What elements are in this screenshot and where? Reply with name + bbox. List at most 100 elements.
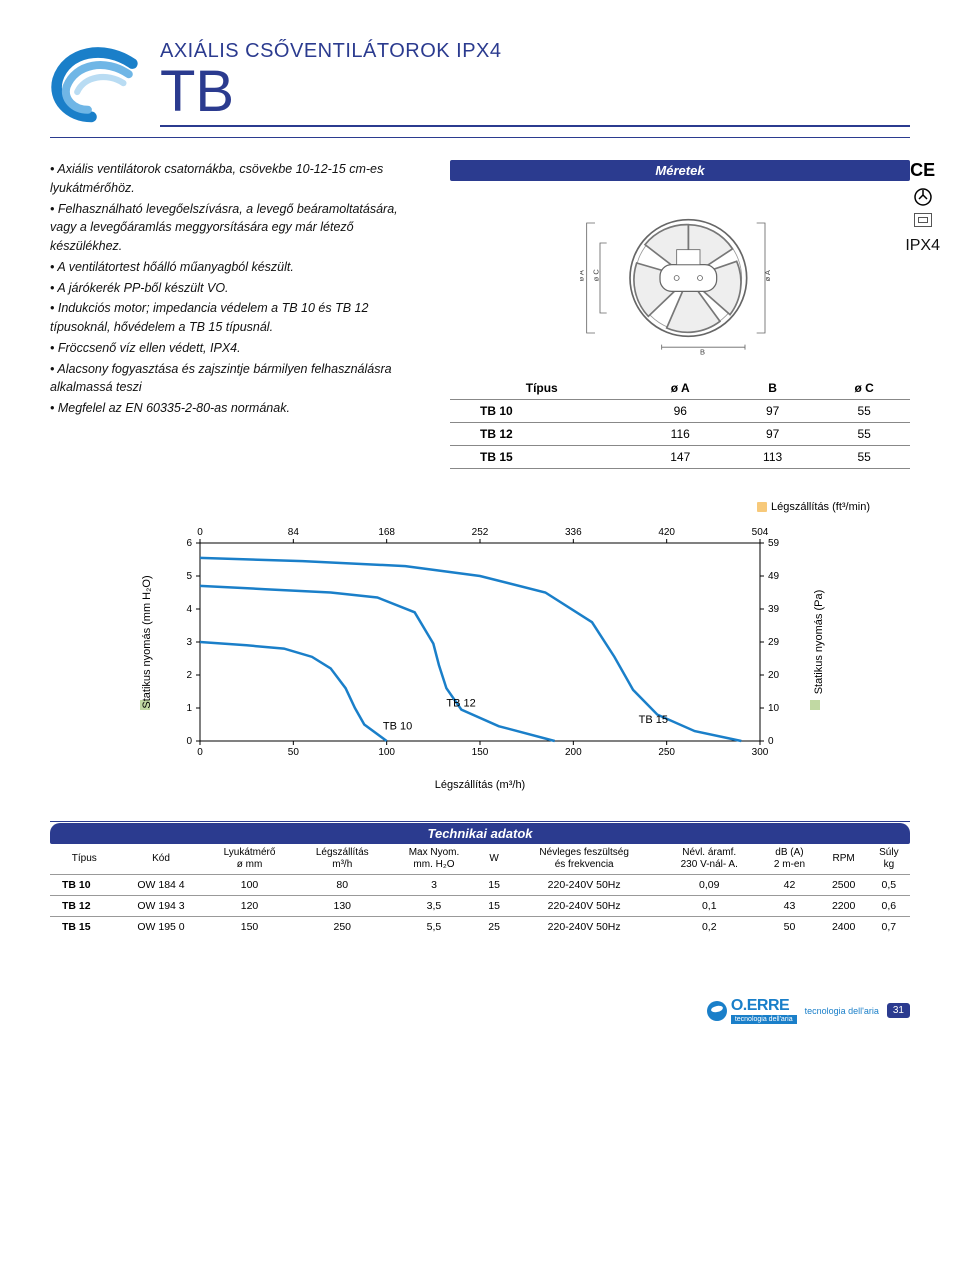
dim-oc-label: ø C [591,269,600,282]
svg-text:168: 168 [378,527,395,538]
svg-text:5: 5 [186,571,192,582]
tech-table-cell: 120 [204,896,296,917]
chart-top-axis-label: Légszállítás (ft³/min) [771,501,870,513]
svg-text:100: 100 [378,747,395,758]
footer-tagline: tecnologia dell'aria [805,1006,879,1016]
chart-series-label: TB 12 [446,697,475,709]
tech-table-cell: 5,5 [389,917,479,938]
page-subtitle: AXIÁLIS CSŐVENTILÁTOROK IPX4 [160,40,910,63]
technical-data-header: Technikai adatok [50,823,910,844]
tech-table-cell: 3,5 [389,896,479,917]
tech-table-header: RPM [820,844,868,875]
dim-table-cell: TB 10 [450,400,633,423]
svg-text:504: 504 [752,527,769,538]
tech-table-header: Légszállításm³/h [296,844,389,875]
tech-table-cell: OW 184 4 [119,875,204,896]
svg-text:4: 4 [186,604,192,615]
svg-text:0: 0 [186,736,192,747]
dim-table-cell: 97 [727,423,818,446]
svg-text:49: 49 [768,571,780,582]
tech-table-cell: TB 10 [50,875,119,896]
product-diagram: ø A ø C [450,193,910,363]
footer-brand-name: O.ERRE [731,997,797,1015]
svg-text:39: 39 [768,604,780,615]
tech-table-cell: 220-240V 50Hz [509,917,659,938]
dim-oa-right-label: ø A [763,270,772,281]
footer-blue-bar: tecnologia dell'aria [731,1015,797,1024]
tech-table-cell: 150 [204,917,296,938]
page-header: AXIÁLIS CSŐVENTILÁTOROK IPX4 TB [50,40,910,127]
tech-table-cell: 42 [759,875,819,896]
ce-mark-icon: CE [910,160,935,181]
tech-table-cell: 0,09 [659,875,759,896]
tech-table-cell: 3 [389,875,479,896]
tech-table-header: Típus [50,844,119,875]
tech-table-cell: 43 [759,896,819,917]
dim-oa-label: ø A [580,270,585,281]
tech-table-cell: 220-240V 50Hz [509,875,659,896]
tech-table-cell: 100 [204,875,296,896]
feature-bullets: • Axiális ventilátorok csatornákba, csöv… [50,160,420,469]
dim-table-cell: 55 [818,446,910,469]
tech-table-cell: 15 [479,875,509,896]
tech-table-cell: 0,5 [868,875,910,896]
tech-table-cell: 130 [296,896,389,917]
svg-text:420: 420 [658,527,675,538]
svg-text:336: 336 [565,527,582,538]
bullet-item: • Megfelel az EN 60335-2-80-as normának. [50,399,420,418]
svg-text:10: 10 [768,703,780,714]
tech-table-header: dB (A)2 m-en [759,844,819,875]
dim-table-cell: 97 [727,400,818,423]
tech-table-cell: 25 [479,917,509,938]
bullet-item: • Indukciós motor; impedancia védelem a … [50,299,420,337]
bullet-item: • A ventilátortest hőálló műanyagból kés… [50,258,420,277]
technical-data-table: TípusKódLyukátmérőø mmLégszállításm³/hMa… [50,844,910,937]
svg-text:0: 0 [768,736,774,747]
certifications: CE IPX4 [905,160,940,255]
tech-table-header: Max Nyom.mm. H₂O [389,844,479,875]
svg-text:300: 300 [752,747,769,758]
svg-text:250: 250 [658,747,675,758]
svg-text:0: 0 [197,747,203,758]
tech-table-header: Kód [119,844,204,875]
dim-table-header: Típus [450,377,633,400]
page-footer: O.ERRE tecnologia dell'aria tecnologia d… [50,997,910,1024]
svg-text:84: 84 [288,527,300,538]
dim-table-cell: TB 15 [450,446,633,469]
dimensions-header: Méretek [450,160,910,181]
tech-table-cell: TB 15 [50,917,119,938]
tech-table-cell: 0,2 [659,917,759,938]
bullet-item: • Fröccsenő víz ellen védett, IPX4. [50,339,420,358]
svg-text:1: 1 [186,703,192,714]
svg-text:2: 2 [186,670,192,681]
dimensions-table: Típusø ABø CTB 10969755TB 121169755TB 15… [450,377,910,469]
tech-table-cell: 2400 [820,917,868,938]
dim-table-cell: 55 [818,400,910,423]
ipx4-label: IPX4 [905,237,940,255]
technical-data-section: Technikai adatok TípusKódLyukátmérőø mmL… [50,821,910,937]
dim-table-cell: 96 [633,400,727,423]
tech-table-cell: TB 12 [50,896,119,917]
chart-y-left-label: Statikus nyomás (mm H₂O) [141,575,153,708]
page-number: 31 [887,1003,910,1018]
dim-table-cell: 113 [727,446,818,469]
dim-table-header: ø A [633,377,727,400]
tech-table-cell: 2500 [820,875,868,896]
bullet-item: • Axiális ventilátorok csatornákba, csöv… [50,160,420,198]
brand-swirl-logo [50,44,140,124]
svg-text:29: 29 [768,637,780,648]
svg-text:0: 0 [197,527,203,538]
double-square-icon [914,213,932,227]
tech-table-header: Névleges feszültségés frekvencia [509,844,659,875]
svg-text:20: 20 [768,670,780,681]
tech-table-cell: 15 [479,896,509,917]
bullet-item: • A járókerék PP-ből készült VO. [50,279,420,298]
svg-text:150: 150 [472,747,489,758]
footer-brand-logo: O.ERRE tecnologia dell'aria [707,997,797,1024]
bullet-item: • Alacsony fogyasztása és zajszintje bár… [50,360,420,398]
svg-text:6: 6 [186,538,192,549]
cert-circle-icon [913,187,933,207]
svg-text:3: 3 [186,637,192,648]
tech-table-header: Súlykg [868,844,910,875]
tech-table-cell: 250 [296,917,389,938]
